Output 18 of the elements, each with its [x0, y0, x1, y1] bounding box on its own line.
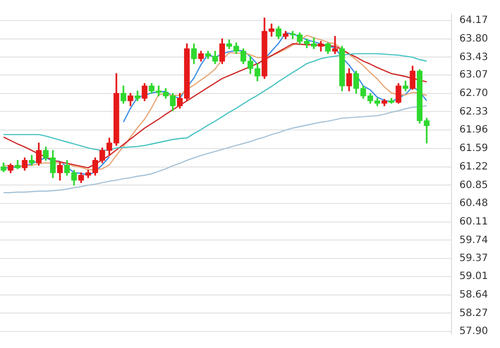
y-tick-label: 63.07	[459, 70, 488, 81]
y-tick-label: 60.11	[459, 216, 488, 228]
y-tick-label: 60.85	[459, 180, 488, 191]
y-tick-label: 59.37	[459, 253, 488, 264]
y-tick-label: 63.43	[459, 52, 488, 63]
y-tick-label: 61.96	[459, 124, 488, 136]
y-tick-label: 62.70	[459, 88, 488, 99]
y-tick-label: 57.90	[459, 326, 488, 338]
y-tick-label: 61.22	[459, 161, 488, 172]
y-tick-label: 58.27	[459, 308, 488, 319]
y-tick-label: 63.80	[459, 33, 488, 44]
y-tick-label: 58.64	[459, 289, 488, 300]
y-tick-label: 59.01	[459, 271, 488, 282]
y-tick-label: 64.17	[459, 15, 488, 26]
y-tick-label: 60.48	[459, 198, 488, 210]
y-tick-label: 62.33	[459, 106, 488, 118]
y-tick-label: 59.74	[459, 234, 488, 246]
y-tick-label: 61.59	[459, 143, 488, 154]
